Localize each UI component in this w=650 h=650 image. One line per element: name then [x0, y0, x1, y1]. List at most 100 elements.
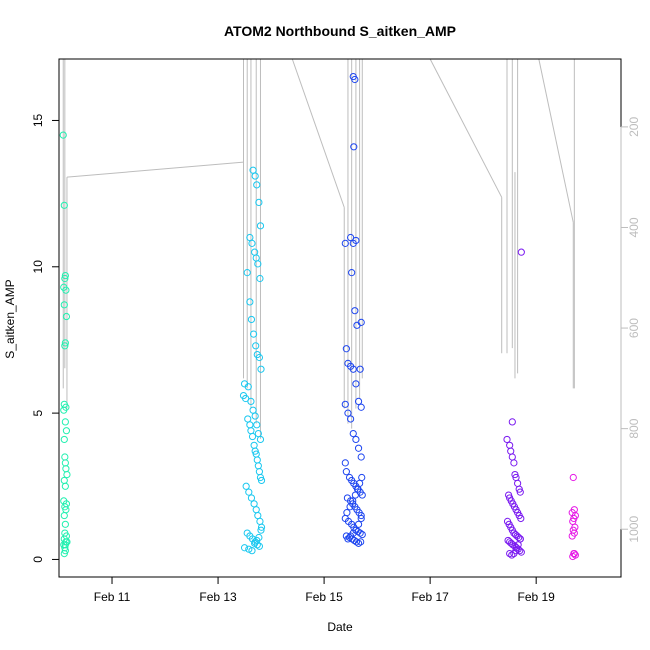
data-point — [61, 274, 69, 283]
data-point — [249, 406, 257, 414]
data-point — [59, 131, 67, 139]
data-point — [244, 415, 252, 423]
data-point — [256, 274, 264, 283]
data-point — [247, 397, 255, 406]
data-point — [357, 318, 365, 326]
y-tick-label: 0 — [31, 556, 45, 563]
data-point — [348, 269, 356, 277]
data-point — [60, 435, 68, 444]
data-point — [506, 549, 514, 558]
data-point — [517, 514, 525, 523]
data-point — [503, 435, 511, 444]
data-point — [252, 506, 260, 514]
data-point — [508, 418, 516, 426]
data-point — [252, 342, 260, 350]
data-point — [60, 476, 68, 485]
data-point — [242, 482, 250, 490]
data-point — [352, 435, 360, 444]
data-point — [247, 315, 256, 324]
data-point — [244, 383, 252, 391]
data-point — [62, 312, 71, 321]
data-point — [250, 500, 258, 508]
x-tick-label: Feb 17 — [411, 590, 449, 604]
y-axis: 0 5 10 15 — [31, 113, 59, 563]
data-point — [245, 488, 253, 496]
data-point — [254, 462, 262, 470]
data-point — [350, 143, 358, 151]
data-point — [61, 342, 69, 350]
data-point — [255, 468, 264, 476]
data-point — [246, 421, 254, 429]
data-point — [256, 222, 265, 230]
data-point — [354, 397, 363, 406]
data-point — [246, 298, 254, 306]
data-point — [517, 548, 525, 556]
data-point — [357, 403, 365, 411]
right-tick-label: 800 — [627, 418, 641, 438]
y-tick-label: 15 — [31, 113, 45, 127]
y-tick-label: 10 — [31, 260, 45, 274]
data-point — [257, 526, 265, 534]
data-point — [60, 549, 68, 558]
data-point — [61, 271, 69, 280]
data-point — [253, 456, 261, 464]
profile-line-22 — [538, 58, 574, 223]
data-point — [347, 233, 355, 242]
data-point — [344, 409, 352, 417]
x-axis: Feb 11 Feb 13 Feb 15 Feb 17 Feb 19 — [94, 576, 555, 604]
data-point — [62, 427, 71, 435]
data-point — [250, 441, 258, 449]
data-point — [516, 535, 524, 543]
x-tick-label: Feb 19 — [517, 590, 555, 604]
data-point — [251, 248, 259, 256]
data-point — [508, 551, 516, 559]
data-point — [63, 470, 71, 479]
data-point — [507, 447, 515, 455]
data-point — [242, 394, 250, 403]
data-point — [255, 533, 263, 542]
data-point — [354, 539, 363, 547]
data-point — [569, 473, 577, 482]
data-point — [243, 269, 251, 277]
data-point — [343, 509, 351, 517]
data-point — [341, 239, 349, 247]
data-point — [352, 538, 361, 546]
data-point — [60, 301, 68, 309]
chart-title: ATOM2 Northbound S_aitken_AMP — [224, 23, 456, 39]
data-point — [61, 459, 69, 467]
data-point — [247, 494, 256, 502]
right-tick-label: 400 — [627, 217, 641, 237]
x-tick-label: Feb 13 — [199, 590, 237, 604]
data-point — [257, 523, 266, 531]
data-point — [247, 427, 255, 435]
data-point — [248, 239, 256, 247]
data-point — [358, 491, 366, 499]
data-point — [254, 260, 262, 268]
data-point — [352, 380, 360, 388]
data-point — [253, 421, 261, 429]
data-points — [59, 72, 580, 561]
data-point — [60, 406, 68, 414]
profile-lines — [62, 58, 575, 439]
data-point — [354, 444, 363, 452]
data-point — [254, 511, 262, 520]
data-point — [517, 248, 525, 256]
plot-frame — [58, 58, 622, 578]
x-tick-label: Feb 11 — [94, 590, 131, 604]
data-point — [516, 488, 524, 496]
right-tick-label: 200 — [627, 117, 641, 137]
data-point — [514, 479, 522, 487]
data-point — [251, 412, 259, 420]
data-point — [251, 172, 259, 180]
right-tick-label: 1000 — [627, 516, 641, 543]
data-point — [253, 181, 261, 189]
data-point — [342, 468, 350, 476]
data-point — [349, 429, 357, 438]
data-point — [347, 415, 355, 423]
data-point — [341, 459, 349, 467]
data-point — [352, 526, 360, 534]
x-axis-label: Date — [327, 620, 353, 634]
data-point — [358, 473, 366, 482]
profile-line-16 — [429, 58, 503, 198]
right-axis: 200 400 600 800 1000 — [620, 117, 641, 543]
